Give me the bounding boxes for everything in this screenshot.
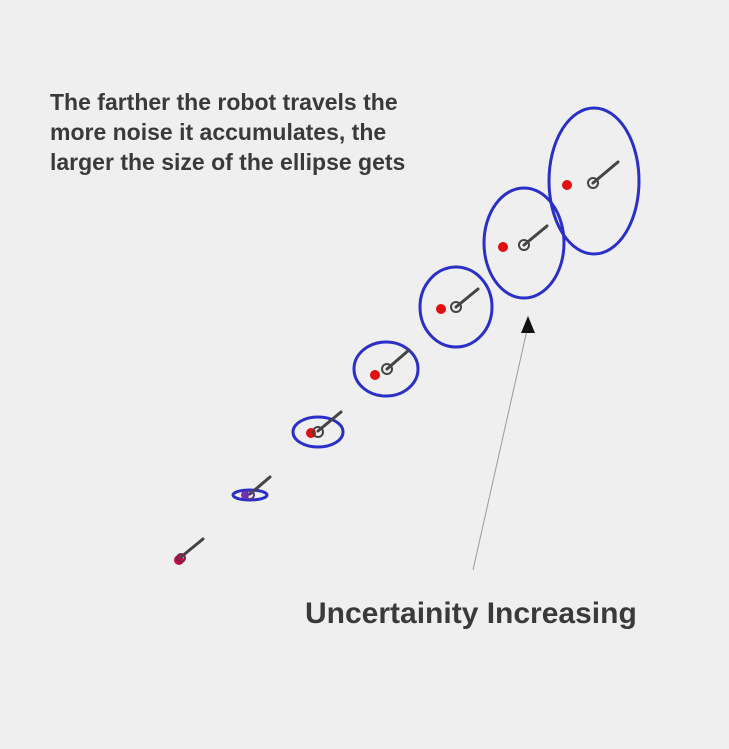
- caption-line-1: The farther the robot travels the: [50, 89, 398, 115]
- robot-marker-2: [245, 490, 255, 500]
- robot-pose-1: [174, 537, 205, 565]
- robot-marker-7: [587, 177, 599, 189]
- uncertainty-ellipse-3: [291, 415, 345, 449]
- heading-line-1: [179, 537, 205, 559]
- robot-pose-3: [291, 410, 345, 449]
- robot-pose-4: [352, 340, 420, 398]
- robot-pose-7: [547, 106, 641, 256]
- arrow-head: [521, 316, 535, 333]
- uncertainty-ellipse-5: [418, 265, 494, 349]
- diagram-caption: The farther the robot travels the more n…: [50, 87, 520, 177]
- heading-line-2: [248, 475, 272, 496]
- robot-marker-1: [176, 553, 186, 563]
- robot-pose-2: [231, 475, 272, 502]
- uncertainty-ellipse-7: [547, 106, 641, 256]
- estimate-point-7: [562, 180, 572, 190]
- estimate-point-4: [370, 370, 380, 380]
- uncertainty-ellipse-6: [482, 186, 566, 300]
- arrow-shaft: [472, 329, 528, 571]
- caption-line-3: larger the size of the ellipse gets: [50, 149, 406, 175]
- uncertainty-ellipse-4: [352, 340, 420, 398]
- uncertainty-arrow: [472, 316, 535, 571]
- robot-marker-4: [381, 363, 393, 375]
- robot-marker-3: [312, 426, 324, 438]
- robot-pose-5: [418, 265, 494, 349]
- robot-marker-5: [450, 301, 462, 313]
- estimate-point-6: [498, 242, 508, 252]
- robot-pose-6: [482, 186, 566, 300]
- arrow-label: Uncertainity Increasing: [305, 597, 637, 630]
- estimate-point-5: [436, 304, 446, 314]
- caption-line-2: more noise it accumulates, the: [50, 119, 387, 145]
- robot-marker-6: [518, 239, 530, 251]
